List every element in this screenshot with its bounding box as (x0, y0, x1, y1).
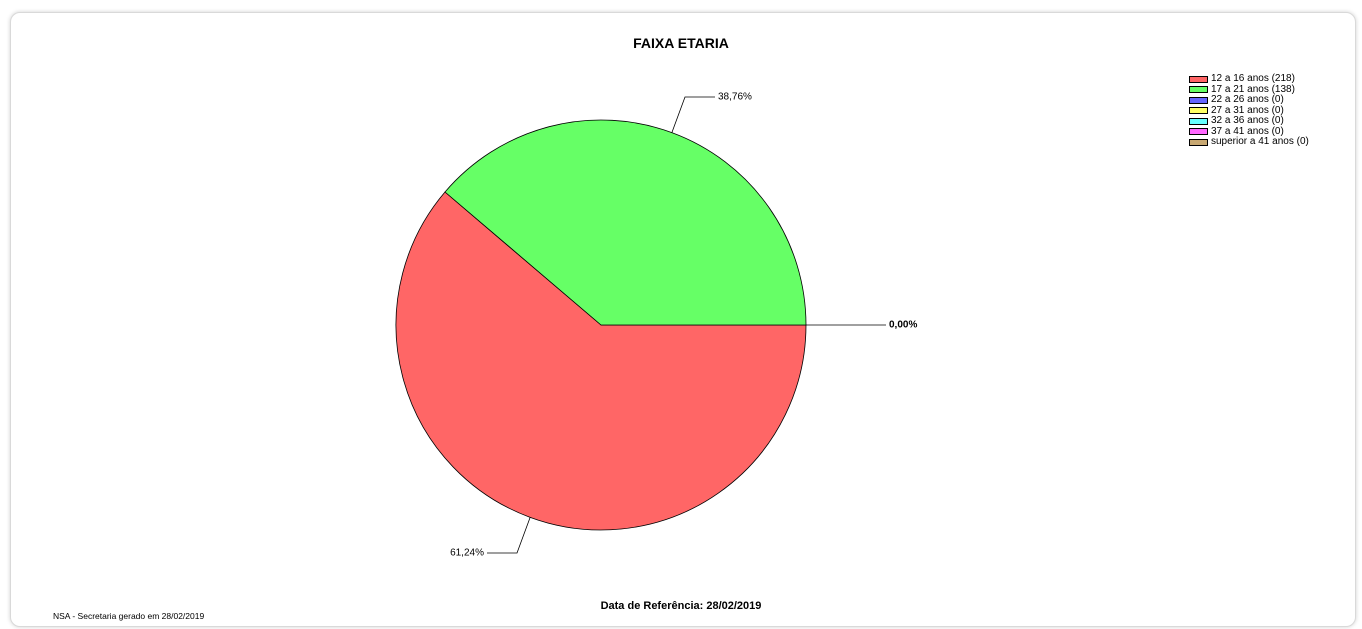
legend-swatch (1189, 117, 1208, 125)
chart-legend: 12 a 16 anos (218) 17 a 21 anos (138) 22 a… (1189, 73, 1309, 148)
legend-label: 32 a 36 anos (0) (1211, 115, 1284, 126)
legend-item-12-a-16-anos-218: 12 a 16 anos (218) (1189, 73, 1309, 85)
generated-note: NSA - Secretaria gerado em 28/02/2019 (53, 611, 205, 621)
percent-label-17-a-21-anos-138-leader (671, 96, 716, 133)
legend-swatch (1189, 107, 1208, 115)
legend-item-17-a-21-anos-138: 17 a 21 anos (138) (1189, 83, 1309, 96)
percent-label-12-a-16-anos-218-leader (486, 517, 531, 554)
legend-item-27-a-31-anos-0: 27 a 31 anos (0) (1189, 104, 1309, 117)
legend-item-37-a-41-anos-0: 37 a 41 anos (0) (1189, 125, 1309, 138)
chart-title: FAIXA ETARIA (633, 35, 729, 51)
percent-label-zero-slices: 0,00% (889, 320, 917, 331)
legend-item-superior-a-41-anos-0: superior a 41 anos (0) (1189, 136, 1309, 148)
legend-swatch (1189, 138, 1208, 146)
legend-swatch (1189, 128, 1208, 136)
legend-item-32-a-36-anos-0: 32 a 36 anos (0) (1189, 115, 1309, 127)
legend-swatch (1189, 86, 1208, 94)
pie-slice-12-a-16-anos-218 (395, 191, 807, 531)
legend-label: 37 a 41 anos (0) (1211, 125, 1284, 137)
legend-item-22-a-26-anos-0: 22 a 26 anos (0) (1189, 94, 1309, 106)
percent-label-17-a-21-anos-138: 38,76% (718, 92, 752, 103)
reference-date: Data de Referência: 28/02/2019 (600, 600, 762, 612)
legend-label: 22 a 26 anos (0) (1211, 94, 1284, 105)
legend-label: 27 a 31 anos (0) (1211, 104, 1284, 116)
percent-label-12-a-16-anos-218: 61,24% (450, 548, 484, 559)
legend-label: superior a 41 anos (0) (1211, 136, 1309, 147)
legend-label: 17 a 21 anos (138) (1211, 83, 1295, 95)
legend-label: 12 a 16 anos (218) (1211, 73, 1295, 84)
legend-swatch (1189, 96, 1208, 104)
legend-swatch (1189, 75, 1208, 83)
